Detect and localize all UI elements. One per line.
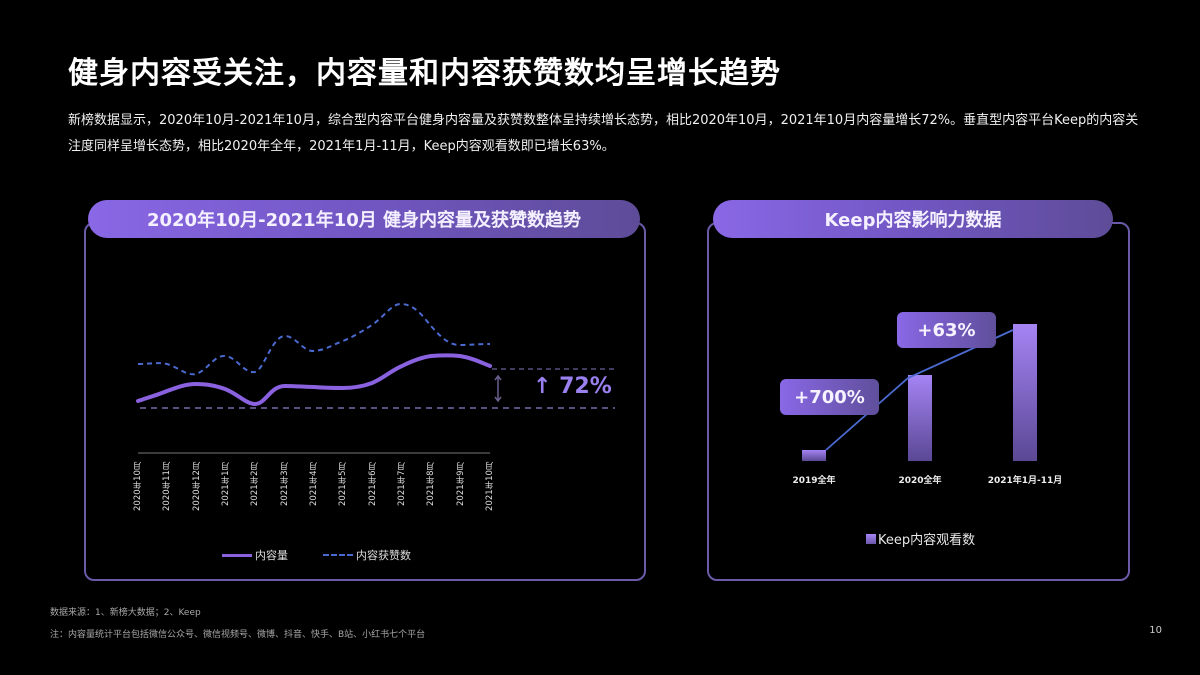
bar-label-2021: 2021年1月-11月 xyxy=(987,476,1063,486)
growth-tag-63: +63% xyxy=(897,312,996,348)
footnote-source: 数据来源：1、新榜大数据；2、Keep xyxy=(50,608,201,618)
page-number: 10 xyxy=(1149,625,1162,636)
keep-chart-header: Keep内容影响力数据 xyxy=(713,200,1113,238)
bar-2021 xyxy=(1013,324,1037,461)
trend-legend-likes: 内容获赞数 xyxy=(323,547,411,563)
trend-chart-header: 2020年10月-2021年10月 健身内容量及获赞数趋势 xyxy=(88,200,640,238)
keep-legend: Keep内容观看数 xyxy=(866,529,975,548)
bar-2019 xyxy=(802,450,826,461)
page-title: 健身内容受关注，内容量和内容获赞数均呈增长趋势 xyxy=(68,56,781,91)
bar-label-2019: 2019全年 xyxy=(792,476,836,486)
growth-range-arrow-icon xyxy=(494,374,502,403)
growth-label: ↑ 72% xyxy=(533,374,612,399)
bar-label-2020: 2020全年 xyxy=(898,476,942,486)
trend-legend-content: 内容量 xyxy=(222,547,288,563)
bar-swatch-icon xyxy=(866,533,876,544)
dashed-line-swatch-icon xyxy=(323,554,353,556)
solid-line-swatch-icon xyxy=(222,553,252,557)
bar-2020 xyxy=(908,375,932,461)
footnote-note: 注：内容量统计平台包括微信公众号、微信视频号、微博、抖音、快手、B站、小红书七个… xyxy=(50,630,426,640)
growth-tag-700: +700% xyxy=(780,379,879,415)
page-description: 新榜数据显示，2020年10月-2021年10月，综合型内容平台健身内容量及获赞… xyxy=(68,113,1139,154)
series-likes-line xyxy=(137,302,491,376)
series-content-line xyxy=(136,353,492,407)
